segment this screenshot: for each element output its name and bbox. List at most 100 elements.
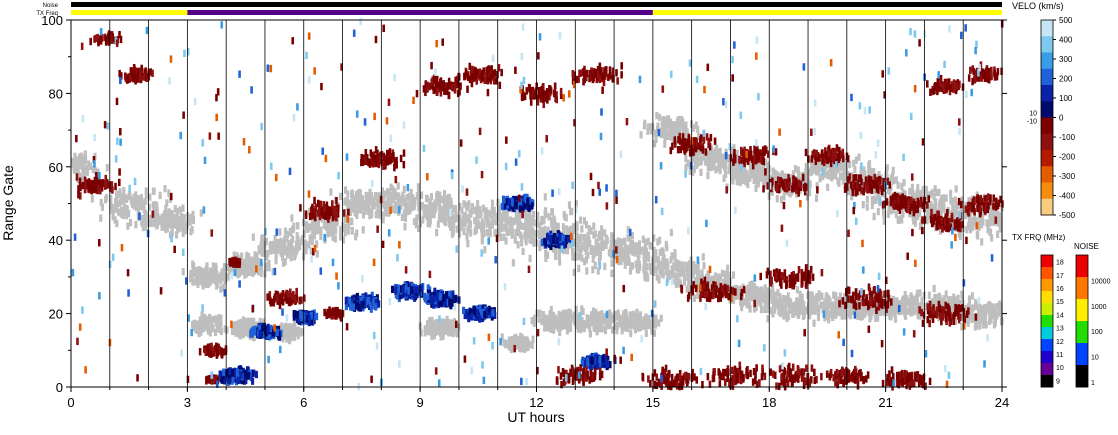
ground-scatter-cell	[208, 322, 212, 330]
ground-scatter-cell	[416, 224, 421, 233]
ground-scatter-cell	[274, 251, 278, 259]
ground-scatter-cell	[998, 308, 1002, 316]
ground-scatter-cell	[528, 213, 532, 222]
ground-scatter-cell	[461, 215, 466, 223]
ground-scatter-cell	[484, 207, 488, 215]
ground-scatter-cell	[275, 239, 279, 247]
ground-scatter-cell	[803, 307, 807, 316]
ground-scatter-cell	[646, 253, 650, 261]
ground-scatter-cell	[631, 310, 635, 319]
ground-scatter-cell	[628, 311, 632, 319]
ground-scatter-cell	[567, 227, 571, 235]
ground-scatter-cell	[596, 247, 600, 255]
ground-scatter-cell	[736, 289, 740, 298]
ground-scatter-cell	[825, 312, 829, 320]
ground-scatter-cell	[550, 216, 554, 224]
ground-scatter-cell	[967, 295, 971, 303]
ground-scatter-cell	[387, 197, 391, 206]
ground-scatter-cell	[919, 302, 923, 310]
ground-scatter-cell	[646, 321, 650, 329]
ground-scatter-cell	[111, 212, 115, 221]
ground-scatter-cell	[124, 205, 129, 213]
ground-scatter-cell	[624, 252, 628, 260]
ground-scatter-cell	[975, 322, 979, 330]
ground-scatter-cell	[843, 295, 847, 303]
ground-scatter-cell	[514, 217, 518, 225]
ground-scatter-cell	[329, 216, 333, 224]
ground-scatter-cell	[643, 273, 647, 282]
ground-scatter-cell	[425, 194, 430, 203]
ground-scatter-cell	[446, 327, 450, 335]
ground-scatter-cell	[273, 234, 277, 243]
ground-scatter-cell	[316, 219, 321, 228]
ground-scatter-cell	[536, 218, 540, 227]
ground-scatter-cell	[702, 153, 706, 161]
ground-scatter-cell	[903, 296, 907, 304]
ground-scatter-cell	[968, 210, 972, 218]
ground-scatter-cell	[124, 194, 128, 202]
ground-scatter-cell	[641, 246, 645, 254]
ground-scatter-cell	[550, 226, 554, 234]
ground-scatter-cell	[417, 212, 422, 221]
ground-scatter-cell	[600, 237, 604, 245]
ground-scatter-cell	[635, 308, 639, 317]
ground-scatter-cell	[865, 203, 869, 211]
ground-scatter-cell	[660, 121, 664, 130]
ground-scatter-cell	[234, 325, 238, 333]
ground-scatter-cell	[210, 267, 214, 276]
ground-scatter-cell	[549, 305, 553, 314]
ground-scatter-cell	[635, 247, 639, 255]
ground-scatter-cell	[315, 240, 319, 248]
ground-scatter-cell	[775, 195, 779, 203]
ground-scatter-cell	[681, 128, 685, 136]
ground-scatter-cell	[653, 129, 658, 137]
ground-scatter-cell	[429, 193, 434, 201]
ground-scatter-cell	[921, 185, 925, 194]
velocity-cell	[258, 324, 262, 332]
ground-scatter-cell	[464, 218, 468, 226]
ground-scatter-cell	[907, 297, 911, 306]
ground-scatter-cell	[524, 224, 528, 232]
ground-scatter-cell	[176, 225, 180, 234]
ground-scatter-cell	[188, 218, 192, 226]
ground-scatter-cell	[476, 221, 480, 229]
ground-scatter-cell	[498, 227, 502, 235]
ground-scatter-cell	[748, 162, 752, 170]
ground-scatter-cell	[182, 213, 186, 222]
ground-scatter-cell	[583, 321, 587, 329]
ground-scatter-cell	[326, 230, 330, 238]
ground-scatter-cell	[399, 202, 403, 210]
ground-scatter-cell	[891, 166, 895, 175]
ground-scatter-cell	[728, 162, 732, 170]
ground-scatter-cell	[211, 324, 215, 332]
ground-scatter-cell	[754, 176, 758, 185]
ground-scatter-cell	[354, 209, 358, 217]
ground-scatter-cell	[906, 307, 910, 315]
ground-scatter-cell	[978, 220, 982, 228]
ground-scatter-cell	[93, 167, 98, 175]
ground-scatter-cell	[692, 165, 696, 173]
ground-scatter-cell	[910, 304, 914, 312]
ground-scatter-cell	[117, 190, 121, 199]
ground-scatter-cell	[389, 183, 393, 191]
ground-scatter-cell	[278, 324, 282, 332]
ground-scatter-cell	[912, 192, 916, 200]
ground-scatter-cell	[113, 216, 117, 224]
ground-scatter-cell	[139, 202, 144, 210]
ground-scatter-cell	[900, 182, 904, 191]
ground-scatter-cell	[638, 323, 643, 332]
ground-scatter-cell	[586, 232, 590, 240]
ground-scatter-cell	[114, 200, 118, 208]
ground-scatter-cell	[650, 327, 654, 335]
ground-scatter-cell	[613, 310, 617, 319]
velocity-cell	[261, 324, 265, 333]
ground-scatter-cell	[532, 218, 536, 227]
ground-scatter-cell	[292, 222, 296, 230]
ground-scatter-cell	[437, 320, 441, 329]
ground-scatter-cell	[528, 254, 532, 263]
ground-scatter-cell	[244, 266, 248, 274]
ground-scatter-cell	[953, 205, 957, 213]
ground-scatter-cell	[967, 221, 971, 229]
ground-scatter-cell	[129, 218, 133, 227]
